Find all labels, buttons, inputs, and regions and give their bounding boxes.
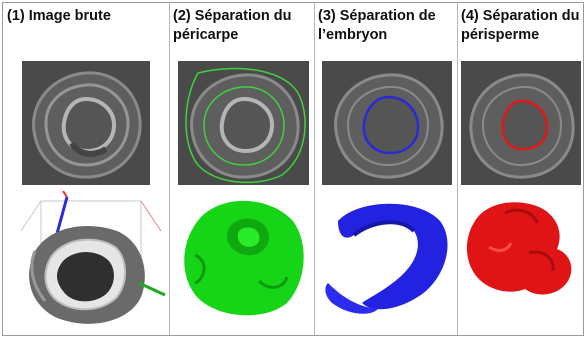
ct-slice-perisperm [461,61,581,185]
ct-slice-pericarp [178,61,309,185]
panel-perisperm: (4) Séparation du périsperme [457,3,584,335]
3d-render-perisperm [459,191,581,303]
panel-pericarp: (2) Séparation du péricarpe [169,3,314,335]
3d-render-pericarp [175,191,311,323]
panel-embryo: (3) Séparation de l’embryon [314,3,457,335]
panel-divider [314,3,315,335]
panel-divider [169,3,170,335]
panel-raw-image: (1) Image brute [3,3,169,335]
panel-title: (4) Séparation du périsperme [461,8,580,43]
ct-slice-raw [22,61,150,185]
ct-slice-embryo [322,61,452,185]
3d-render-embryo [318,191,454,323]
panel-title: (1) Image brute [7,8,111,24]
panel-divider [457,3,458,335]
3d-render-raw [11,191,167,333]
panel-title: (3) Séparation de l’embryon [318,8,436,43]
panel-title: (2) Séparation du péricarpe [173,8,292,43]
figure-frame: (1) Image brute [2,2,584,336]
